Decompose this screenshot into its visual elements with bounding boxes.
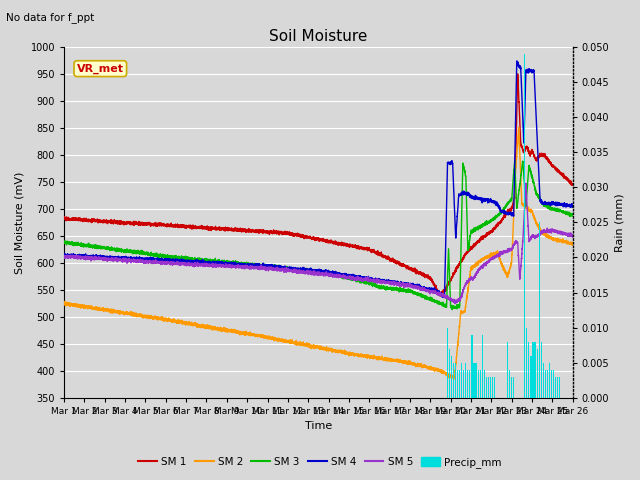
Legend: SM 1, SM 2, SM 3, SM 4, SM 5, Precip_mm: SM 1, SM 2, SM 3, SM 4, SM 5, Precip_mm <box>134 453 506 472</box>
Y-axis label: Rain (mm): Rain (mm) <box>615 193 625 252</box>
Bar <box>461 363 462 398</box>
Bar <box>449 348 450 398</box>
Bar <box>486 377 487 398</box>
Bar <box>538 222 540 398</box>
Bar <box>490 377 491 398</box>
Y-axis label: Soil Moisture (mV): Soil Moisture (mV) <box>15 171 25 274</box>
Bar <box>555 377 556 398</box>
Bar <box>481 335 483 398</box>
Bar <box>509 370 510 398</box>
Bar <box>477 370 479 398</box>
Bar <box>531 356 532 398</box>
Bar <box>469 370 470 398</box>
Bar <box>534 342 536 398</box>
Bar <box>479 370 481 398</box>
Bar <box>526 328 527 398</box>
Bar <box>447 328 448 398</box>
Bar <box>553 370 554 398</box>
Bar <box>488 377 489 398</box>
Bar <box>547 370 548 398</box>
Title: Soil Moisture: Soil Moisture <box>269 29 367 44</box>
Bar <box>557 377 558 398</box>
Bar <box>507 342 508 398</box>
Bar <box>524 54 525 398</box>
Bar <box>551 370 552 398</box>
Bar <box>559 377 560 398</box>
Text: VR_met: VR_met <box>77 63 124 74</box>
Bar <box>476 363 477 398</box>
X-axis label: Time: Time <box>305 421 332 432</box>
Bar <box>467 370 468 398</box>
Bar <box>545 370 546 398</box>
Bar <box>511 377 512 398</box>
Bar <box>465 363 467 398</box>
Bar <box>536 348 538 398</box>
Bar <box>494 377 495 398</box>
Bar <box>532 342 534 398</box>
Bar <box>455 363 456 398</box>
Bar <box>451 356 452 398</box>
Bar <box>543 363 544 398</box>
Bar <box>513 377 514 398</box>
Bar <box>548 363 550 398</box>
Bar <box>453 363 454 398</box>
Bar <box>492 377 493 398</box>
Bar <box>463 370 465 398</box>
Bar <box>457 370 458 398</box>
Bar <box>474 363 475 398</box>
Text: No data for f_ppt: No data for f_ppt <box>6 12 95 23</box>
